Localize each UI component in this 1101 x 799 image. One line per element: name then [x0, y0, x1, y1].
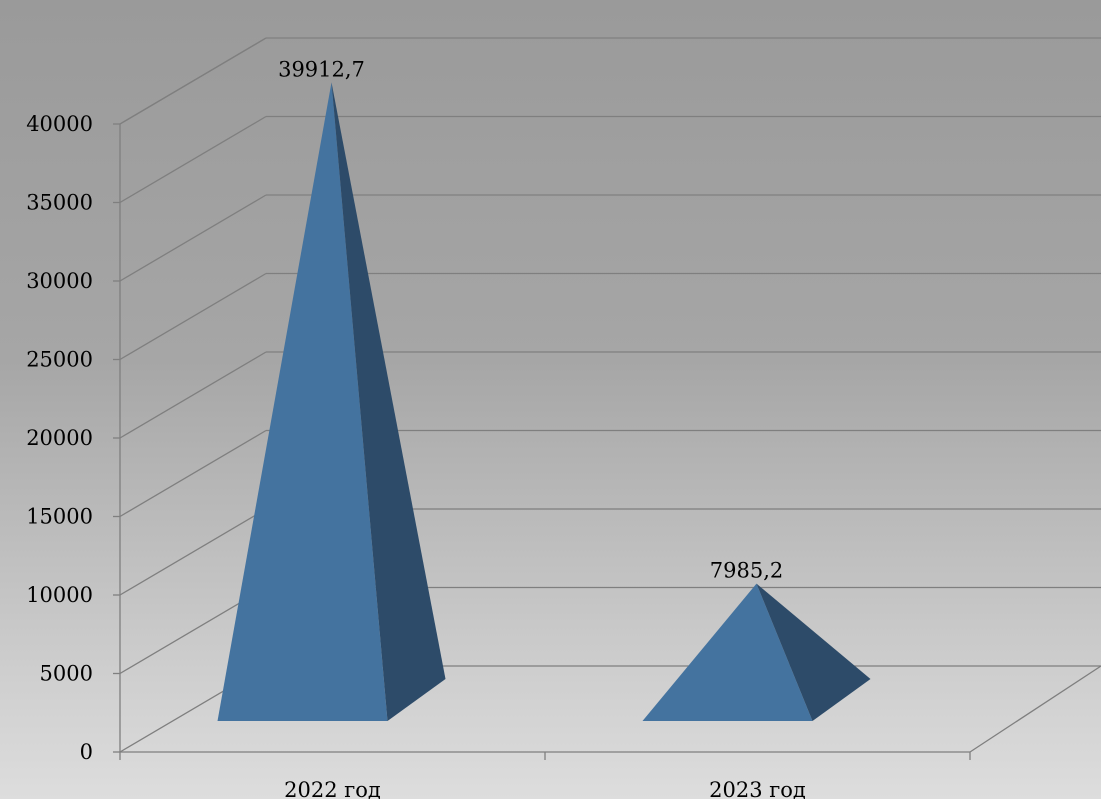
y-tick-label: 30000	[26, 269, 93, 293]
y-tick-label: 0	[80, 740, 93, 764]
y-tick-label: 15000	[26, 505, 93, 529]
chart-axes	[113, 123, 971, 760]
gridline-side	[119, 272, 267, 361]
pyramid-front-face	[642, 583, 813, 721]
pyramid-side-face	[331, 82, 446, 722]
y-tick-label: 40000	[26, 112, 93, 136]
y-tick-label: 5000	[40, 662, 93, 686]
gridline-side	[119, 508, 267, 596]
y-tick-label: 35000	[26, 191, 93, 215]
chart-bars	[217, 82, 871, 722]
y-tick-label: 10000	[26, 583, 93, 607]
data-labels: 39912,7 7985,2	[278, 57, 783, 582]
data-label: 39912,7	[278, 57, 365, 81]
x-tick-label: 2023 год	[709, 778, 806, 799]
gridline-side	[119, 429, 267, 518]
y-tick-label: 25000	[26, 348, 93, 372]
y-tick-label: 20000	[26, 426, 93, 450]
gridline-side	[119, 115, 267, 204]
gridline-side	[119, 194, 267, 282]
pyramid-front-face	[217, 82, 388, 722]
x-tick-label: 2022 год	[284, 778, 381, 799]
floor-edge	[969, 665, 1101, 753]
gridline-side	[119, 351, 267, 439]
data-label: 7985,2	[710, 559, 783, 583]
y-axis-tick-labels: 0 5000 10000 15000 20000 25000 30000 35000 40000	[26, 112, 93, 764]
pyramid-side-face	[756, 583, 871, 721]
gridline-side	[119, 37, 267, 125]
x-axis-tick-labels: 2022 год 2023 год	[284, 778, 806, 799]
